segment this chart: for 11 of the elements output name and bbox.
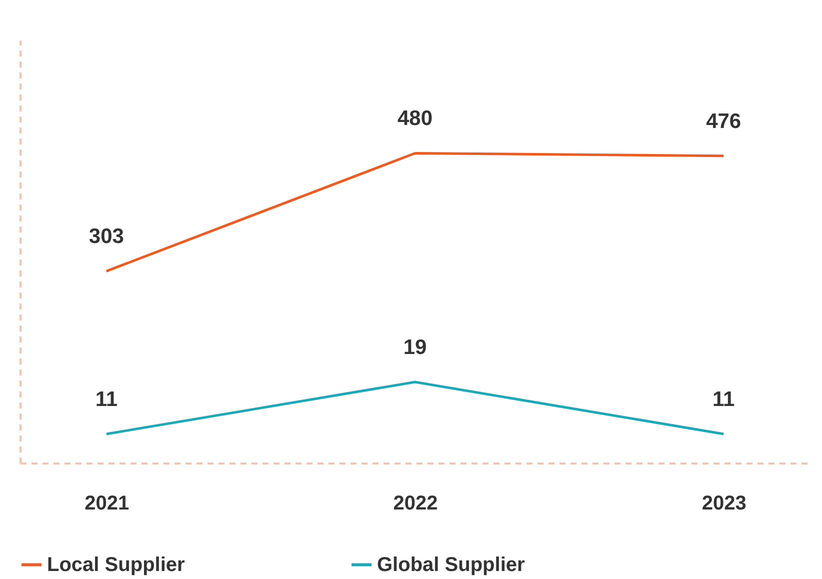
legend-label: Local Supplier — [47, 554, 186, 576]
x-tick-label: 2022 — [393, 492, 438, 514]
data-label: 19 — [403, 336, 427, 359]
data-label: 11 — [95, 388, 118, 411]
data-label: 303 — [88, 225, 124, 248]
x-tick-label: 2023 — [702, 492, 746, 514]
x-tick-label: 2021 — [84, 492, 130, 514]
data-label: 480 — [397, 107, 433, 130]
data-label: 476 — [706, 110, 742, 133]
legend-label: Global Supplier — [377, 554, 526, 576]
data-label: 11 — [712, 388, 736, 411]
